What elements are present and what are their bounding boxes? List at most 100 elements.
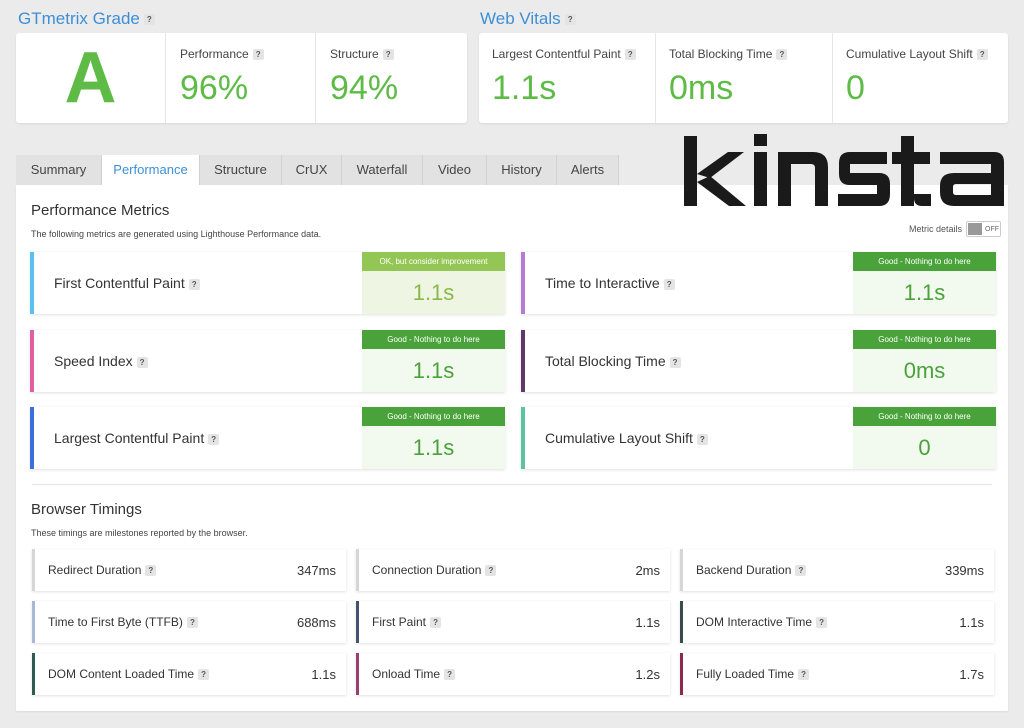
help-icon[interactable]: ? [252,49,264,61]
tab-structure[interactable]: Structure [200,155,282,185]
metric-value: 0 [918,435,931,460]
timing-first-paint: First Paint? 1.1s [356,601,670,643]
report-tabs: Summary Performance Structure CrUX Water… [16,155,619,185]
metric-value: 0ms [903,358,946,383]
metric-status: Good - Nothing to do here [853,330,996,349]
help-icon[interactable]: ? [430,617,442,629]
help-icon[interactable]: ? [186,617,198,629]
performance-label: Performance? [180,47,301,61]
performance-metrics-subtitle: The following metrics are generated usin… [31,229,322,239]
vital-tbt: Total Blocking Time? 0ms [656,33,833,123]
timing-value: 347ms [296,563,336,578]
help-icon[interactable]: ? [198,669,210,681]
metric-value: 1.1s [903,280,946,305]
help-icon[interactable]: ? [798,669,810,681]
timing-value: 339ms [944,563,984,578]
tab-performance[interactable]: Performance [102,155,200,185]
help-icon[interactable]: ? [663,278,675,290]
web-vitals-card: Largest Contentful Paint? 1.1s Total Blo… [479,33,1008,123]
performance-metrics-title: Performance Metrics [31,202,170,219]
help-icon[interactable]: ? [976,49,988,61]
toggle-knob [968,223,983,235]
help-icon[interactable]: ? [136,356,148,368]
timing-value: 2ms [635,563,660,578]
timing-dom-interactive: DOM Interactive Time? 1.1s [680,601,994,643]
help-icon[interactable]: ? [382,49,394,61]
metric-card-lcp: Largest Contentful Paint? Good - Nothing… [30,407,505,469]
web-vitals-title: Web Vitals? [480,9,576,29]
metric-score-badge: Good - Nothing to do here 1.1s [362,407,505,469]
browser-timings-title: Browser Timings [31,501,142,518]
timing-value: 1.1s [635,615,660,630]
timing-dom-content-loaded: DOM Content Loaded Time? 1.1s [32,653,346,695]
structure-score-cell: Structure? 94% [316,33,466,123]
metric-card-tti: Time to Interactive? Good - Nothing to d… [521,252,996,314]
metric-card-fcp: First Contentful Paint? OK, but consider… [30,252,505,314]
help-icon[interactable]: ? [485,565,497,577]
help-icon[interactable]: ? [816,617,828,629]
structure-label: Structure? [330,47,452,61]
timing-value: 1.7s [959,667,984,682]
toggle-state: OFF [985,225,1000,233]
vital-value: 0ms [669,69,734,107]
help-icon[interactable]: ? [564,14,576,26]
help-icon[interactable]: ? [444,669,456,681]
help-icon[interactable]: ? [776,49,788,61]
kinsta-logo [684,134,1004,206]
metric-card-speed-index: Speed Index? Good - Nothing to do here 1… [30,330,505,392]
metric-value: 1.1s [412,280,455,305]
metric-status: Good - Nothing to do here [853,252,996,271]
timing-connection-duration: Connection Duration? 2ms [356,549,670,591]
section-divider [32,484,992,485]
help-icon[interactable]: ? [795,565,807,577]
tab-summary[interactable]: Summary [16,155,102,185]
timing-backend-duration: Backend Duration? 339ms [680,549,994,591]
vital-value: 1.1s [492,69,557,107]
metric-card-cls: Cumulative Layout Shift? Good - Nothing … [521,407,996,469]
grade-letter: A [64,38,117,118]
metric-score-badge: Good - Nothing to do here 0 [853,407,996,469]
tab-video[interactable]: Video [423,155,487,185]
timing-ttfb: Time to First Byte (TTFB)? 688ms [32,601,346,643]
metric-details-toggle[interactable]: OFF [966,221,1002,237]
tab-crux[interactable]: CrUX [282,155,342,185]
timing-value: 1.1s [311,667,336,682]
metric-value: 1.1s [412,358,455,383]
help-icon[interactable]: ? [188,278,200,290]
browser-timings-subtitle: These timings are milestones reported by… [31,528,248,538]
metric-score-badge: Good - Nothing to do here 0ms [853,330,996,392]
help-icon[interactable]: ? [669,356,681,368]
performance-value: 96% [180,69,249,107]
timing-value: 688ms [296,615,336,630]
tab-alerts[interactable]: Alerts [557,155,619,185]
metric-value: 1.1s [412,435,455,460]
timing-value: 1.1s [959,615,984,630]
tab-waterfall[interactable]: Waterfall [342,155,423,185]
vital-value: 0 [846,69,865,107]
metric-status: Good - Nothing to do here [853,407,996,426]
help-icon[interactable]: ? [208,433,220,445]
metric-status: Good - Nothing to do here [362,330,505,349]
help-icon[interactable]: ? [696,433,708,445]
vital-lcp: Largest Contentful Paint? 1.1s [479,33,656,123]
metric-score-badge: Good - Nothing to do here 1.1s [853,252,996,314]
timing-onload: Onload Time? 1.2s [356,653,670,695]
help-icon[interactable]: ? [143,14,155,26]
help-icon[interactable]: ? [145,565,157,577]
timing-redirect-duration: Redirect Duration? 347ms [32,549,346,591]
grade-letter-cell: A [16,33,166,123]
metric-card-tbt: Total Blocking Time? Good - Nothing to d… [521,330,996,392]
tab-history[interactable]: History [487,155,557,185]
gtmetrix-grade-title: GTmetrix Grade? [18,9,155,29]
performance-score-cell: Performance? 96% [166,33,316,123]
performance-panel: Performance Metrics The following metric… [16,185,1008,711]
metric-details-label: Metric details [909,224,963,234]
gtmetrix-grade-card: A Performance? 96% Structure? 94% [16,33,467,123]
timing-fully-loaded: Fully Loaded Time? 1.7s [680,653,994,695]
structure-value: 94% [330,69,399,107]
metric-details-toggle-group: Metric details OFF [909,221,1002,237]
metric-score-badge: OK, but consider improvement 1.1s [362,252,505,314]
help-icon[interactable]: ? [624,49,636,61]
metric-status: OK, but consider improvement [362,252,505,271]
timing-value: 1.2s [635,667,660,682]
